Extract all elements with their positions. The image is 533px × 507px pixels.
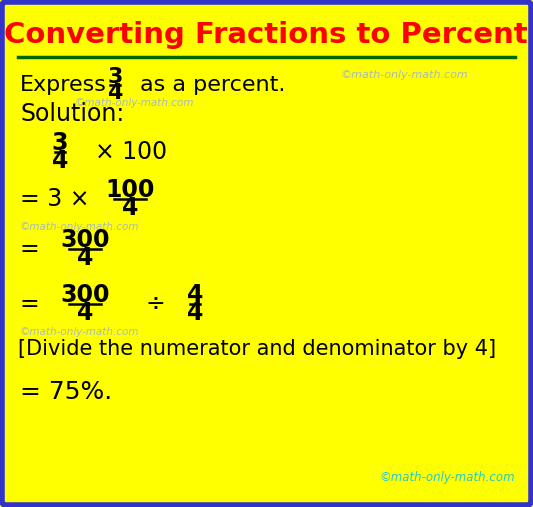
Text: = 3 ×: = 3 × bbox=[20, 187, 90, 211]
Text: 4: 4 bbox=[107, 83, 123, 103]
Text: ©math-only-math.com: ©math-only-math.com bbox=[20, 222, 140, 232]
Text: 4: 4 bbox=[187, 283, 203, 307]
Text: 4: 4 bbox=[52, 149, 68, 173]
Text: 4: 4 bbox=[77, 246, 93, 270]
Text: ©math-only-math.com: ©math-only-math.com bbox=[20, 327, 140, 337]
Text: ©math-only-math.com: ©math-only-math.com bbox=[340, 70, 468, 80]
Text: ÷: ÷ bbox=[145, 292, 165, 316]
Text: [Divide the numerator and denominator by 4]: [Divide the numerator and denominator by… bbox=[18, 339, 496, 359]
Text: Express: Express bbox=[20, 75, 107, 95]
Text: 100: 100 bbox=[106, 178, 155, 202]
Text: 4: 4 bbox=[122, 196, 138, 220]
Text: Solution:: Solution: bbox=[20, 102, 124, 126]
Text: 300: 300 bbox=[60, 228, 110, 252]
Text: = 75%.: = 75%. bbox=[20, 380, 112, 404]
Text: =: = bbox=[20, 237, 40, 261]
Text: ©math-only-math.com: ©math-only-math.com bbox=[75, 98, 195, 108]
Text: Converting Fractions to Percent: Converting Fractions to Percent bbox=[4, 21, 528, 49]
Text: 4: 4 bbox=[187, 301, 203, 324]
Text: 3: 3 bbox=[107, 67, 123, 87]
Text: 300: 300 bbox=[60, 283, 110, 307]
Text: =: = bbox=[20, 292, 40, 316]
Text: 3: 3 bbox=[52, 131, 68, 155]
Text: as a percent.: as a percent. bbox=[140, 75, 285, 95]
Text: × 100: × 100 bbox=[95, 140, 167, 164]
Text: ©math-only-math.com: ©math-only-math.com bbox=[379, 470, 515, 484]
Text: 4: 4 bbox=[77, 301, 93, 324]
